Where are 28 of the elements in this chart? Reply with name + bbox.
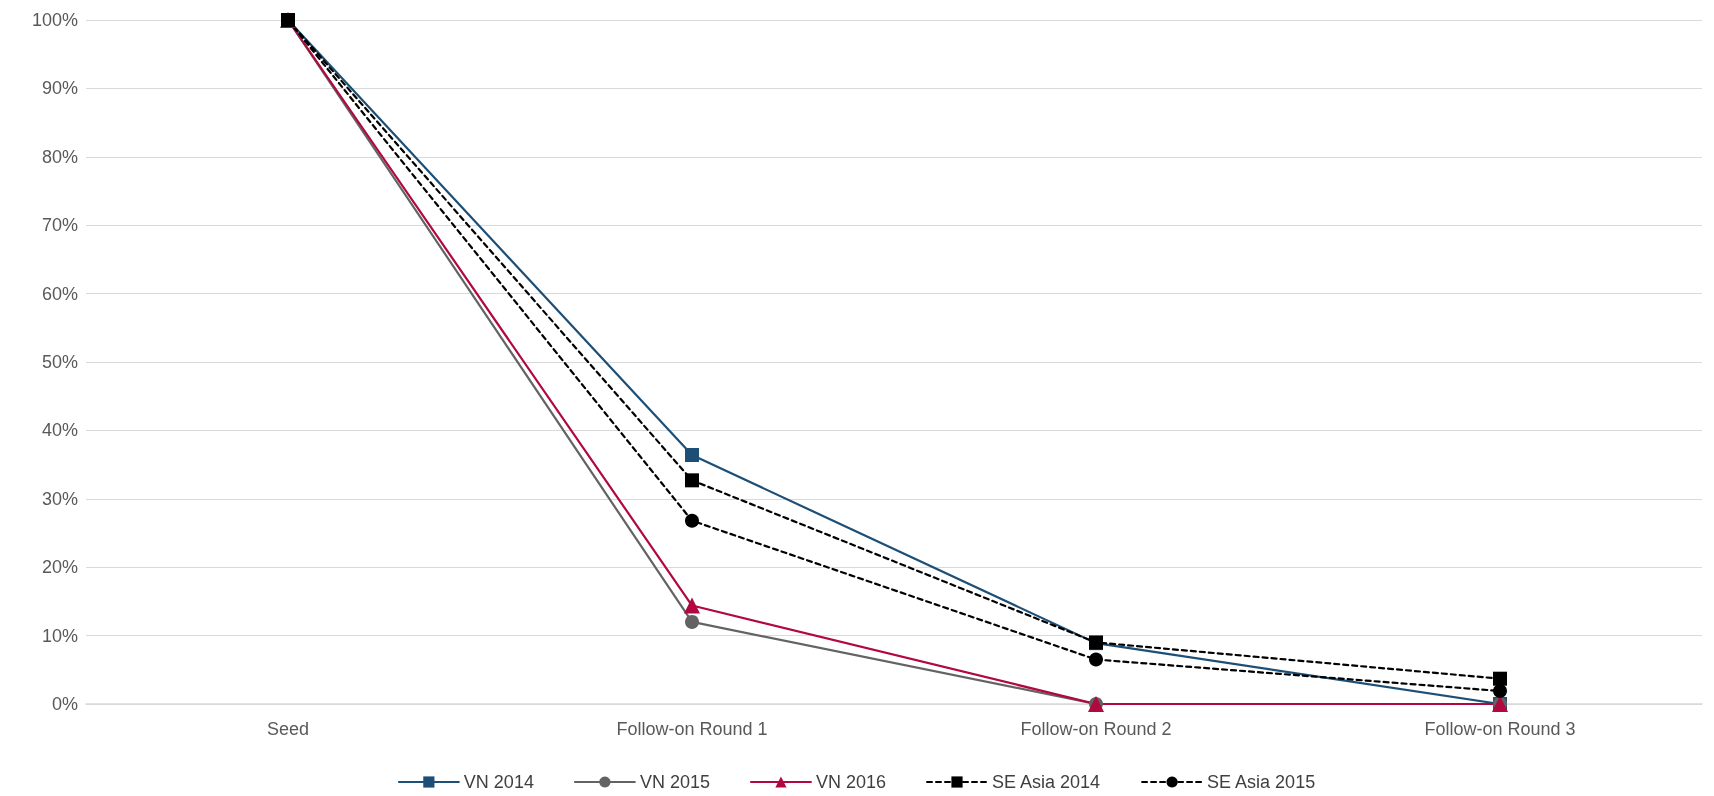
- point: [685, 473, 699, 488]
- point: [685, 614, 699, 629]
- y-tick-label: 80%: [41, 146, 78, 167]
- point: [684, 597, 700, 614]
- legend-label: SE Asia 2014: [992, 772, 1101, 792]
- point: [1493, 684, 1507, 698]
- y-tick-label: 60%: [41, 283, 78, 304]
- point: [685, 513, 699, 528]
- y-tick-label: 50%: [41, 352, 78, 372]
- y-tick-label: 0%: [51, 694, 78, 714]
- y-tick-label: 30%: [41, 488, 78, 509]
- x-tick-label: Follow-on Round 2: [1020, 719, 1172, 739]
- y-tick-label: 90%: [41, 78, 78, 99]
- point: [1089, 652, 1103, 667]
- y-tick-label: 40%: [41, 420, 78, 441]
- legend-label: VN 2014: [463, 772, 534, 792]
- legend-label: SE Asia 2015: [1207, 772, 1316, 792]
- point: [685, 448, 699, 463]
- x-tick-label: Follow-on Round 1: [616, 719, 768, 739]
- point: [1493, 671, 1507, 686]
- x-tick-label: Follow-on Round 3: [1424, 719, 1576, 739]
- y-tick-label: 10%: [41, 625, 78, 646]
- y-tick-label: 100%: [31, 10, 78, 30]
- legend-label: VN 2015: [639, 772, 710, 792]
- y-tick-label: 20%: [41, 557, 78, 578]
- legend-label: VN 2016: [815, 772, 887, 792]
- x-tick-label: Seed: [266, 719, 310, 739]
- y-tick-label: 70%: [41, 215, 78, 236]
